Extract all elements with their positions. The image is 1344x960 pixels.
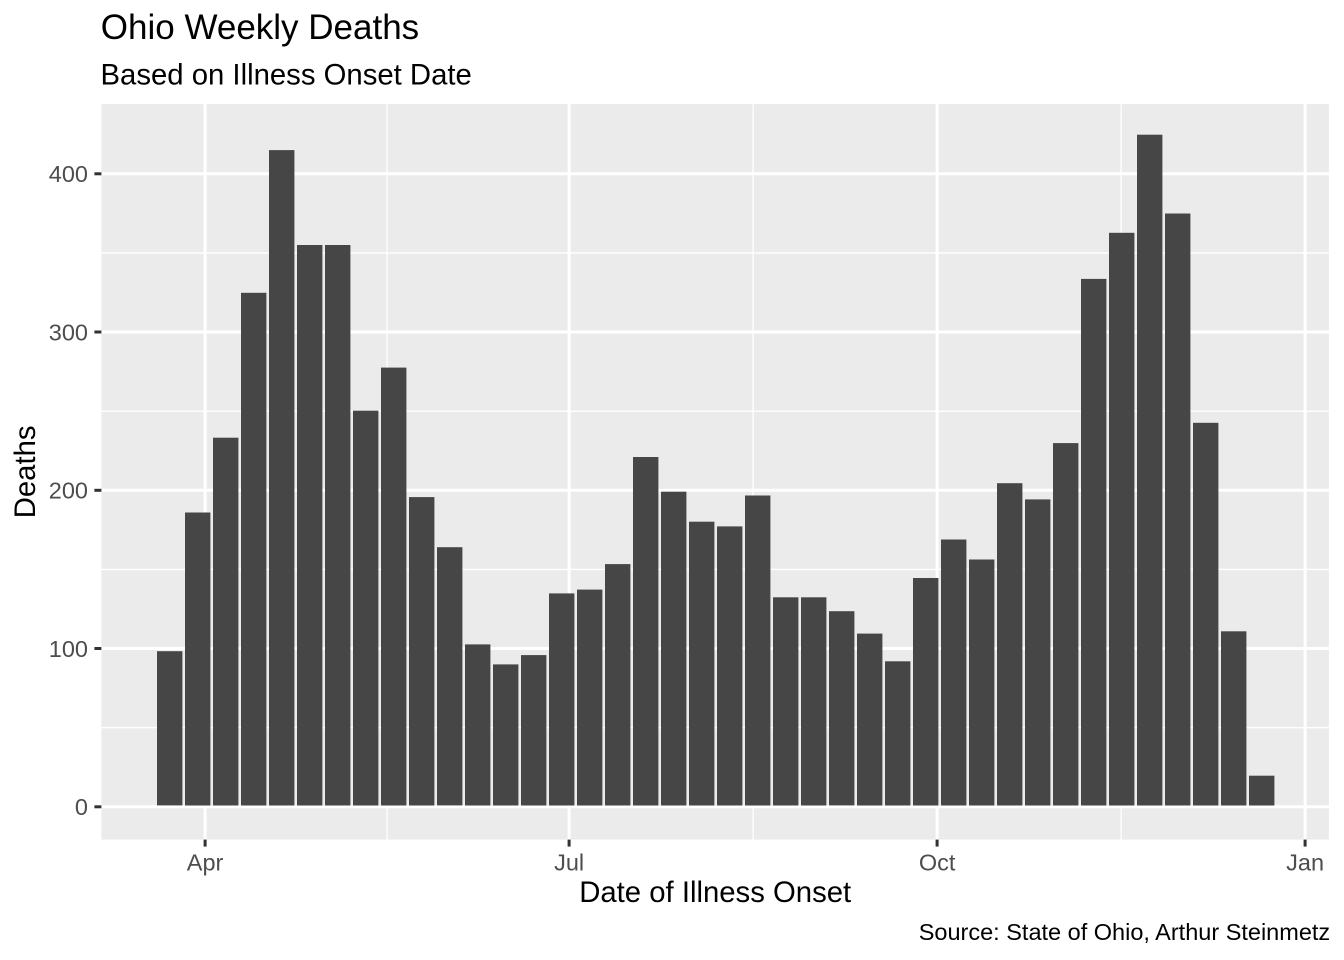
svg-text:Deaths: Deaths <box>9 425 42 518</box>
svg-text:200: 200 <box>49 478 88 504</box>
svg-text:Jan: Jan <box>1286 850 1324 876</box>
svg-text:0: 0 <box>75 794 88 820</box>
svg-text:Jul: Jul <box>554 850 584 876</box>
svg-text:Based on Illness Onset Date: Based on Illness Onset Date <box>101 58 472 91</box>
svg-text:Date of Illness Onset: Date of Illness Onset <box>579 876 851 909</box>
svg-text:400: 400 <box>49 161 88 187</box>
svg-text:Apr: Apr <box>187 850 224 876</box>
svg-text:100: 100 <box>49 636 88 662</box>
svg-text:300: 300 <box>49 319 88 345</box>
svg-text:Oct: Oct <box>919 850 956 876</box>
svg-text:Source: State of Ohio, Arthur: Source: State of Ohio, Arthur Steinmetz <box>919 919 1330 945</box>
svg-text:Ohio Weekly Deaths: Ohio Weekly Deaths <box>101 8 419 47</box>
